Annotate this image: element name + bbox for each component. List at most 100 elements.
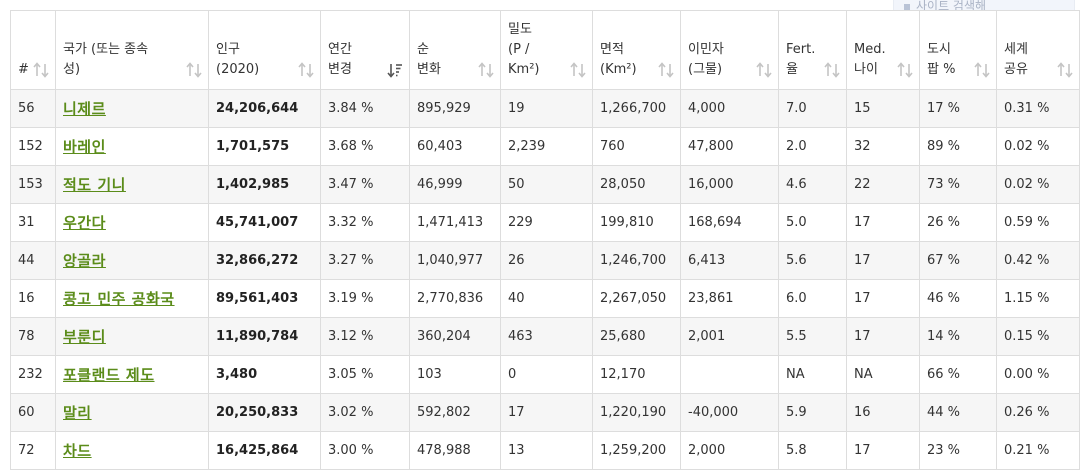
cell-density: 229 [500, 203, 593, 242]
country-link[interactable]: 바레인 [63, 138, 106, 156]
header-land-area[interactable]: 면적 (Km²) [592, 10, 681, 90]
country-link[interactable]: 말리 [63, 404, 92, 422]
cell-yearly-change: 3.02 % [320, 393, 410, 432]
country-link[interactable]: 우간다 [63, 214, 106, 232]
cell-world-share: 0.42 % [996, 241, 1080, 280]
country-link[interactable]: 포클랜드 제도 [63, 366, 155, 384]
header-label: 밀도 (P / Km²) [508, 22, 540, 77]
header-net-change[interactable]: 순 변화 [409, 10, 501, 90]
country-link[interactable]: 앙골라 [63, 252, 106, 270]
header-migrants[interactable]: 이민자 (그물) [680, 10, 779, 90]
header-label: 인구 (2020) [216, 42, 260, 77]
cell-migrants: 47,800 [680, 127, 779, 166]
cell-rank: 153 [10, 165, 56, 204]
cell-urban-pop: 44 % [919, 393, 997, 432]
country-link[interactable]: 니제르 [63, 100, 106, 118]
header-yearly-change[interactable]: 연간 변경 [320, 10, 410, 90]
cell-country: 포클랜드 제도 [55, 355, 209, 394]
cell-fertility-rate: 5.9 [778, 393, 847, 432]
header-label: 세계 공유 [1004, 42, 1028, 77]
cell-rank: 78 [10, 317, 56, 356]
header-world-share[interactable]: 세계 공유 [996, 10, 1080, 90]
cell-population: 32,866,272 [208, 241, 321, 280]
cell-population: 16,425,864 [208, 431, 321, 470]
cell-rank: 72 [10, 431, 56, 470]
table-row: 152 바레인 1,701,575 3.68 % 60,403 2,239 760 47,80… [10, 127, 1080, 166]
cell-fertility-rate: 2.0 [778, 127, 847, 166]
cell-urban-pop: 23 % [919, 431, 997, 470]
cell-land-area: 1,220,190 [592, 393, 681, 432]
cell-country: 앙골라 [55, 241, 209, 280]
cell-world-share: 0.26 % [996, 393, 1080, 432]
country-link[interactable]: 콩고 민주 공화국 [63, 290, 175, 308]
cell-world-share: 0.59 % [996, 203, 1080, 242]
table-row: 153 적도 기니 1,402,985 3.47 % 46,999 50 28,050 16,… [10, 165, 1080, 204]
cell-median-age: 17 [846, 203, 920, 242]
cell-density: 13 [500, 431, 593, 470]
cell-country: 우간다 [55, 203, 209, 242]
cell-fertility-rate: 5.0 [778, 203, 847, 242]
cell-world-share: 0.02 % [996, 165, 1080, 204]
population-table: # 국가 (또는 종속 성) 인구 (2020) 연간 변경 순 변화 밀도 (P / Km²) 면적(… [10, 10, 1080, 470]
cell-median-age: 22 [846, 165, 920, 204]
cell-urban-pop: 66 % [919, 355, 997, 394]
cell-world-share: 0.31 % [996, 89, 1080, 128]
header-rank[interactable]: # [10, 10, 56, 90]
header-label: Fert. 율 [786, 42, 816, 77]
cell-land-area: 1,259,200 [592, 431, 681, 470]
country-link[interactable]: 부룬디 [63, 328, 106, 346]
cell-country: 적도 기니 [55, 165, 209, 204]
cell-net-change: 592,802 [409, 393, 501, 432]
cell-rank: 232 [10, 355, 56, 394]
table-row: 78 부룬디 11,890,784 3.12 % 360,204 463 25,680 2,0… [10, 317, 1080, 356]
table-row: 16 콩고 민주 공화국 89,561,403 3.19 % 2,770,836 40 2,… [10, 279, 1080, 318]
header-urban-pop[interactable]: 도시 팝 % [919, 10, 997, 90]
cell-net-change: 1,040,977 [409, 241, 501, 280]
cell-urban-pop: 14 % [919, 317, 997, 356]
cell-population: 89,561,403 [208, 279, 321, 318]
header-fertility-rate[interactable]: Fert. 율 [778, 10, 847, 90]
cell-country: 바레인 [55, 127, 209, 166]
cell-net-change: 360,204 [409, 317, 501, 356]
cell-fertility-rate: 7.0 [778, 89, 847, 128]
cell-urban-pop: 73 % [919, 165, 997, 204]
cell-land-area: 199,810 [592, 203, 681, 242]
cell-fertility-rate: 6.0 [778, 279, 847, 318]
cell-land-area: 2,267,050 [592, 279, 681, 318]
cell-density: 50 [500, 165, 593, 204]
cell-density: 0 [500, 355, 593, 394]
cell-rank: 16 [10, 279, 56, 318]
header-median-age[interactable]: Med. 나이 [846, 10, 920, 90]
header-label: 국가 (또는 종속 성) [63, 42, 149, 77]
cell-net-change: 1,471,413 [409, 203, 501, 242]
cell-rank: 60 [10, 393, 56, 432]
cell-country: 말리 [55, 393, 209, 432]
table-row: 232 포클랜드 제도 3,480 3.05 % 103 0 12,170 NA NA 66 % 0… [10, 355, 1080, 394]
country-link[interactable]: 차드 [63, 442, 92, 460]
cell-median-age: 17 [846, 431, 920, 470]
header-label: # [18, 62, 29, 77]
header-population[interactable]: 인구 (2020) [208, 10, 321, 90]
cell-yearly-change: 3.27 % [320, 241, 410, 280]
cell-urban-pop: 26 % [919, 203, 997, 242]
header-country[interactable]: 국가 (또는 종속 성) [55, 10, 209, 90]
cell-fertility-rate: 4.6 [778, 165, 847, 204]
table-row: 60 말리 20,250,833 3.02 % 592,802 17 1,220,190 -4… [10, 393, 1080, 432]
country-link[interactable]: 적도 기니 [63, 176, 126, 194]
cell-density: 40 [500, 279, 593, 318]
cell-migrants: 2,001 [680, 317, 779, 356]
site-search-label: 사이트 검색해 [916, 0, 987, 13]
cell-land-area: 1,246,700 [592, 241, 681, 280]
header-density[interactable]: 밀도 (P / Km²) [500, 10, 593, 90]
table-row: 44 앙골라 32,866,272 3.27 % 1,040,977 26 1,246,70… [10, 241, 1080, 280]
cell-population: 1,701,575 [208, 127, 321, 166]
cell-rank: 152 [10, 127, 56, 166]
header-label: 이민자 (그물) [688, 42, 724, 77]
table-header-row: # 국가 (또는 종속 성) 인구 (2020) 연간 변경 순 변화 밀도 (P / Km²) 면적(… [10, 10, 1080, 90]
cell-median-age: 32 [846, 127, 920, 166]
cell-migrants: 16,000 [680, 165, 779, 204]
cell-median-age: 17 [846, 317, 920, 356]
cell-net-change: 895,929 [409, 89, 501, 128]
table-row: 72 차드 16,425,864 3.00 % 478,988 13 1,259,200 2,… [10, 431, 1080, 470]
cell-fertility-rate: 5.8 [778, 431, 847, 470]
